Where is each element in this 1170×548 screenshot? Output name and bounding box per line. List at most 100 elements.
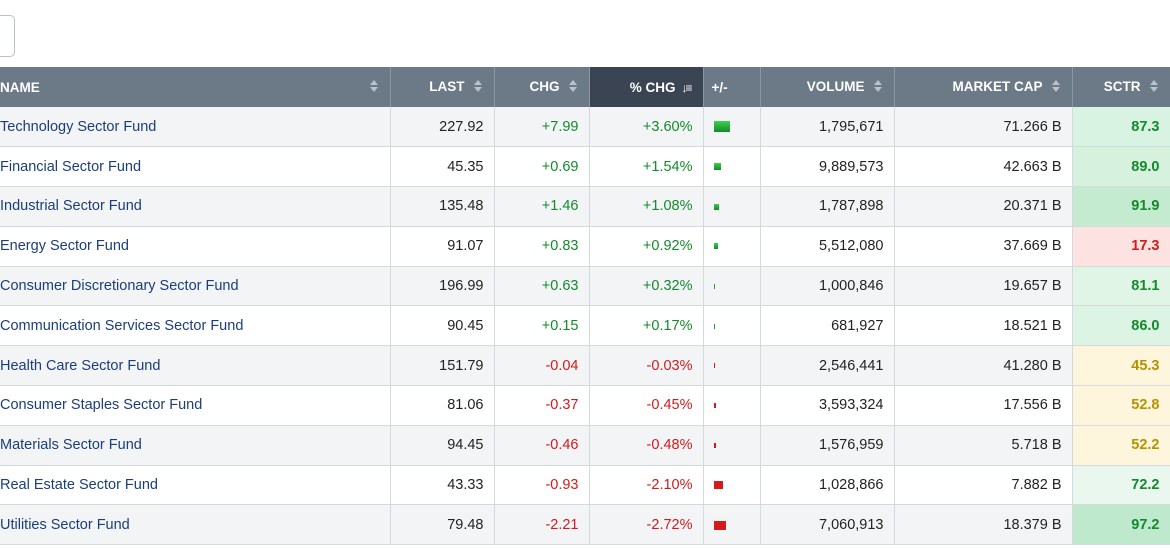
change-value: -2.21: [494, 504, 590, 546]
column-header-last[interactable]: LAST: [390, 67, 495, 107]
change-value: +0.15: [494, 305, 590, 347]
change-value: +7.99: [494, 107, 590, 148]
percent-change-value: -2.72%: [589, 504, 704, 546]
sort-icon: [873, 80, 882, 92]
table-row[interactable]: Consumer Staples Sector Fund 81.06 -0.37 -0…: [0, 385, 1170, 426]
market-cap-value: 42.663 B: [894, 146, 1073, 188]
plus-minus-bar-cell: [703, 345, 761, 387]
change-bar: [713, 163, 721, 171]
symbol-name-link[interactable]: Consumer Discretionary Sector Fund: [0, 266, 391, 307]
table-row[interactable]: Industrial Sector Fund 135.48 +1.46 +1.08% 1…: [0, 186, 1170, 227]
symbol-name-link[interactable]: Technology Sector Fund: [0, 107, 391, 148]
change-bar: [713, 121, 730, 133]
column-header-pct-chg[interactable]: % CHG ↓≡: [589, 67, 704, 107]
last-price: 135.48: [390, 186, 495, 227]
change-value: +0.69: [494, 146, 590, 188]
sctr-value: 45.3: [1072, 345, 1170, 387]
table-row[interactable]: Health Care Sector Fund 151.79 -0.04 -0.03%…: [0, 345, 1170, 387]
symbol-name-link[interactable]: Utilities Sector Fund: [0, 504, 391, 546]
symbol-name-link[interactable]: Real Estate Sector Fund: [0, 465, 391, 506]
symbol-name-link[interactable]: Financial Sector Fund: [0, 146, 391, 188]
symbol-name-link[interactable]: Communication Services Sector Fund: [0, 305, 391, 347]
symbol-name-link[interactable]: Materials Sector Fund: [0, 425, 391, 466]
percent-change-value: -2.10%: [589, 465, 704, 506]
percent-change-value: -0.03%: [589, 345, 704, 387]
symbol-name-link[interactable]: Industrial Sector Fund: [0, 186, 391, 227]
table-row[interactable]: Materials Sector Fund 94.45 -0.46 -0.48% 1,5…: [0, 425, 1170, 466]
filter-button[interactable]: [0, 15, 15, 57]
sort-descending-icon: ↓≡: [681, 80, 692, 95]
sctr-value: 91.9: [1072, 186, 1170, 227]
table-row[interactable]: Communication Services Sector Fund 90.45 +…: [0, 305, 1170, 347]
column-header-plus-minus[interactable]: +/-: [703, 67, 761, 107]
table-row[interactable]: Financial Sector Fund 45.35 +0.69 +1.54% 9,8…: [0, 146, 1170, 188]
last-price: 91.07: [390, 226, 495, 267]
volume-value: 1,000,846: [760, 266, 895, 307]
volume-value: 2,546,441: [760, 345, 895, 387]
column-header-chg[interactable]: CHG: [494, 67, 590, 107]
column-header-name[interactable]: NAME: [0, 67, 391, 107]
sort-icon: [1149, 80, 1158, 92]
symbol-name-link[interactable]: Health Care Sector Fund: [0, 345, 391, 387]
change-value: -0.93: [494, 465, 590, 506]
symbol-name-link[interactable]: Consumer Staples Sector Fund: [0, 385, 391, 426]
last-price: 196.99: [390, 266, 495, 307]
plus-minus-bar-cell: [703, 186, 761, 227]
last-price: 45.35: [390, 146, 495, 188]
change-bar: [713, 323, 715, 329]
last-price: 43.33: [390, 465, 495, 506]
table-row[interactable]: Real Estate Sector Fund 43.33 -0.93 -2.10% 1…: [0, 465, 1170, 506]
volume-value: 1,576,959: [760, 425, 895, 466]
last-price: 94.45: [390, 425, 495, 466]
percent-change-value: +1.54%: [589, 146, 704, 188]
percent-change-value: +0.32%: [589, 266, 704, 307]
change-value: +0.83: [494, 226, 590, 267]
volume-value: 681,927: [760, 305, 895, 347]
change-value: -0.37: [494, 385, 590, 426]
column-header-sctr[interactable]: SCTR: [1072, 67, 1170, 107]
table-row[interactable]: Technology Sector Fund 227.92 +7.99 +3.60% 1…: [0, 107, 1170, 148]
column-header-volume[interactable]: VOLUME: [760, 67, 895, 107]
sctr-value: 52.8: [1072, 385, 1170, 426]
sort-icon: [369, 79, 378, 92]
sort-icon: [568, 80, 577, 92]
plus-minus-bar-cell: [703, 305, 761, 347]
sort-icon: [1051, 80, 1060, 92]
volume-value: 9,889,573: [760, 146, 895, 188]
last-price: 81.06: [390, 385, 495, 426]
plus-minus-bar-cell: [703, 504, 761, 546]
volume-value: 1,795,671: [760, 107, 895, 148]
sctr-value: 97.2: [1072, 504, 1170, 546]
table-row[interactable]: Energy Sector Fund 91.07 +0.83 +0.92% 5,512,…: [0, 226, 1170, 267]
market-cap-value: 17.556 B: [894, 385, 1073, 426]
last-price: 227.92: [390, 107, 495, 148]
last-price: 90.45: [390, 305, 495, 347]
column-header-market-cap[interactable]: MARKET CAP: [894, 67, 1073, 107]
plus-minus-bar-cell: [703, 385, 761, 426]
change-bar: [713, 481, 723, 490]
sort-icon: [473, 80, 482, 92]
sctr-value: 81.1: [1072, 266, 1170, 307]
volume-value: 5,512,080: [760, 226, 895, 267]
plus-minus-bar-cell: [703, 425, 761, 466]
symbol-name-link[interactable]: Energy Sector Fund: [0, 226, 391, 267]
volume-value: 1,028,866: [760, 465, 895, 506]
sctr-value: 89.0: [1072, 146, 1170, 188]
sctr-value: 17.3: [1072, 226, 1170, 267]
change-value: -0.46: [494, 425, 590, 466]
market-cap-value: 5.718 B: [894, 425, 1073, 466]
last-price: 79.48: [390, 504, 495, 546]
market-cap-value: 37.669 B: [894, 226, 1073, 267]
sctr-value: 52.2: [1072, 425, 1170, 466]
plus-minus-bar-cell: [703, 146, 761, 188]
market-cap-value: 71.266 B: [894, 107, 1073, 148]
plus-minus-bar-cell: [703, 465, 761, 506]
table-row[interactable]: Utilities Sector Fund 79.48 -2.21 -2.72% 7,0…: [0, 504, 1170, 546]
change-bar: [713, 520, 726, 530]
table-row[interactable]: Consumer Discretionary Sector Fund 196.99…: [0, 266, 1170, 307]
percent-change-value: +0.17%: [589, 305, 704, 347]
sector-table: NAME LAST CHG % CHG ↓≡ +/- VOLUME MARKET …: [0, 67, 1170, 546]
percent-change-value: +3.60%: [589, 107, 704, 148]
change-value: +1.46: [494, 186, 590, 227]
market-cap-value: 41.280 B: [894, 345, 1073, 387]
